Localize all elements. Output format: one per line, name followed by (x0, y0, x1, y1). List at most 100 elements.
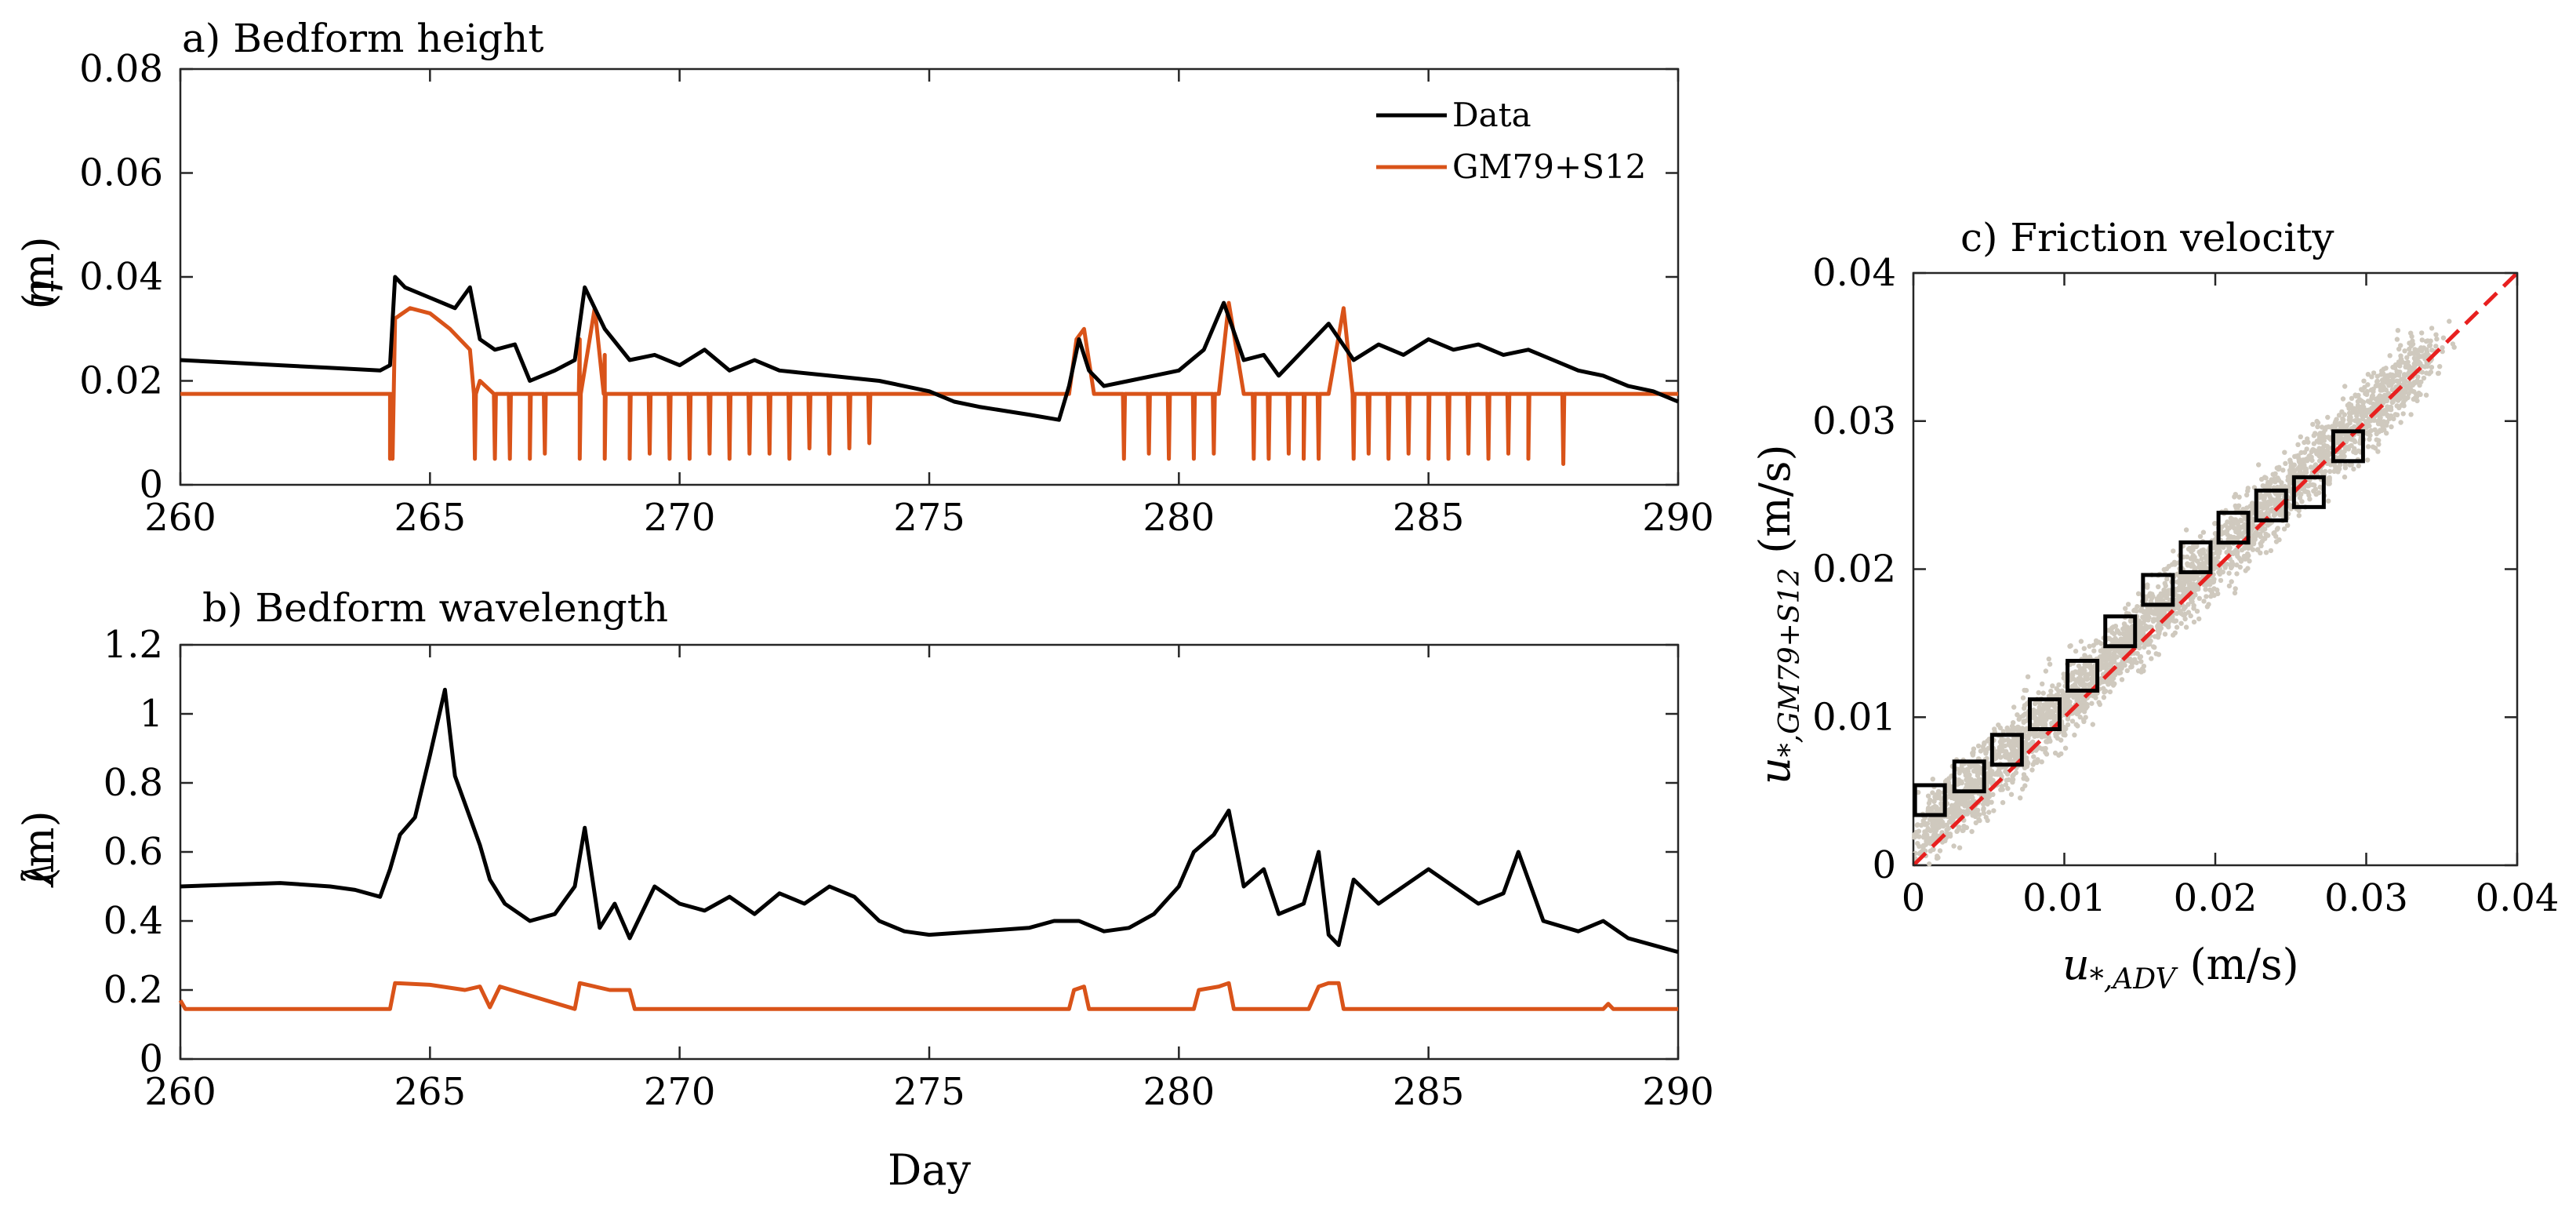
scatter-point (1962, 767, 1967, 773)
scatter-point (2191, 619, 2197, 625)
scatter-point (2340, 396, 2346, 402)
scatter-point (2138, 653, 2144, 660)
bin-mean-marker (2027, 697, 2062, 731)
scatter-point (2239, 525, 2245, 530)
scatter-point (2374, 383, 2380, 388)
scatter-point (1971, 810, 1976, 816)
bin-mean-marker (2216, 511, 2251, 545)
scatter-point (2363, 413, 2369, 418)
scatter-point (2337, 462, 2343, 468)
scatter-point (2045, 706, 2051, 712)
scatter-point (1951, 843, 1957, 849)
scatter-point (2235, 525, 2240, 530)
scatter-point (2244, 505, 2250, 511)
scatter-point (2259, 538, 2265, 544)
scatter-point (2251, 539, 2257, 544)
scatter-point (2418, 345, 2424, 351)
scatter-point (1986, 773, 1992, 779)
scatter-point (2033, 710, 2040, 715)
scatter-point (2097, 701, 2102, 708)
scatter-point (1975, 807, 1981, 813)
scatter-point (2119, 677, 2125, 682)
scatter-point (2391, 365, 2396, 370)
scatter-point (1949, 795, 1954, 801)
scatter-point (2039, 709, 2045, 715)
scatter-point (2232, 590, 2238, 596)
scatter-point (2141, 664, 2147, 669)
scatter-point (2303, 467, 2309, 472)
scatter-point (2332, 420, 2338, 426)
scatter-point (2196, 616, 2202, 622)
scatter-point (2094, 640, 2099, 646)
scatter-point (2281, 526, 2287, 532)
scatter-point (2211, 579, 2217, 584)
scatter-point (2081, 704, 2087, 709)
panel-a-legend: Data GM79+S12 (1376, 96, 1646, 186)
scatter-point (2390, 399, 2396, 405)
scatter-point (2342, 384, 2348, 389)
scatter-point (2269, 497, 2274, 502)
scatter-point (2069, 719, 2076, 724)
scatter-point (2427, 343, 2432, 348)
scatter-point (2363, 391, 2368, 397)
scatter-point (2239, 557, 2244, 563)
scatter-point (1960, 828, 1966, 833)
scatter-point (2451, 344, 2457, 350)
scatter-point (2158, 613, 2164, 618)
scatter-point (2404, 355, 2410, 360)
scatter-point (1957, 808, 1963, 813)
scatter-point (2090, 673, 2096, 679)
scatter-point (2412, 396, 2418, 402)
scatter-point (1935, 816, 1941, 822)
scatter-point (2107, 680, 2113, 686)
scatter-point (2049, 708, 2055, 714)
scatter-point (1975, 768, 1982, 773)
scatter-point (2376, 442, 2382, 447)
scatter-point (2119, 651, 2124, 657)
scatter-point (2083, 715, 2088, 720)
scatter-point (2354, 413, 2360, 419)
scatter-point (2135, 591, 2142, 596)
scatter-point (2433, 344, 2439, 349)
panel-b-axes-box (179, 643, 1680, 1061)
scatter-point (2378, 421, 2383, 427)
panel-a-ytick-label: 0.08 (79, 47, 163, 91)
panel-c-xtick-label: 0.01 (2022, 876, 2106, 920)
scatter-point (2016, 716, 2022, 722)
scatter-point (2146, 642, 2153, 647)
scatter-point (1915, 841, 1920, 846)
scatter-point (2398, 358, 2404, 364)
scatter-point (2011, 737, 2017, 743)
scatter-point (2185, 546, 2192, 552)
scatter-point (2394, 337, 2400, 342)
scatter-point (1985, 780, 1990, 785)
bin-mean-marker (2254, 488, 2288, 522)
scatter-point (2325, 414, 2331, 420)
scatter-point (2191, 602, 2196, 609)
scatter-point (2201, 599, 2207, 604)
panel-c-xlabel-unit: (m/s) (2189, 940, 2298, 989)
scatter-point (2081, 719, 2087, 724)
scatter-point (2234, 571, 2240, 577)
scatter-point (2093, 695, 2098, 701)
scatter-point (2258, 509, 2264, 515)
panel-a-bedform-height: a) Bedform height 260 265 270 275 280 285 290 … (14, 16, 1714, 540)
scatter-point (1942, 779, 1949, 784)
scatter-point (1986, 810, 1992, 815)
scatter-point (2162, 610, 2167, 615)
scatter-point (2073, 669, 2078, 675)
scatter-point (2352, 424, 2357, 430)
scatter-point (2374, 378, 2380, 384)
scatter-point (2161, 566, 2167, 573)
scatter-point (2287, 457, 2293, 463)
scatter-point (2356, 463, 2361, 468)
scatter-point (1932, 794, 1938, 800)
scatter-point (2426, 371, 2432, 377)
scatter-point (2256, 462, 2262, 468)
scatter-point (2166, 624, 2171, 630)
scatter-point (1986, 745, 1991, 752)
scatter-point (2043, 750, 2048, 755)
scatter-point (2437, 364, 2443, 369)
scatter-point (2065, 722, 2071, 728)
scatter-point (2189, 599, 2194, 604)
